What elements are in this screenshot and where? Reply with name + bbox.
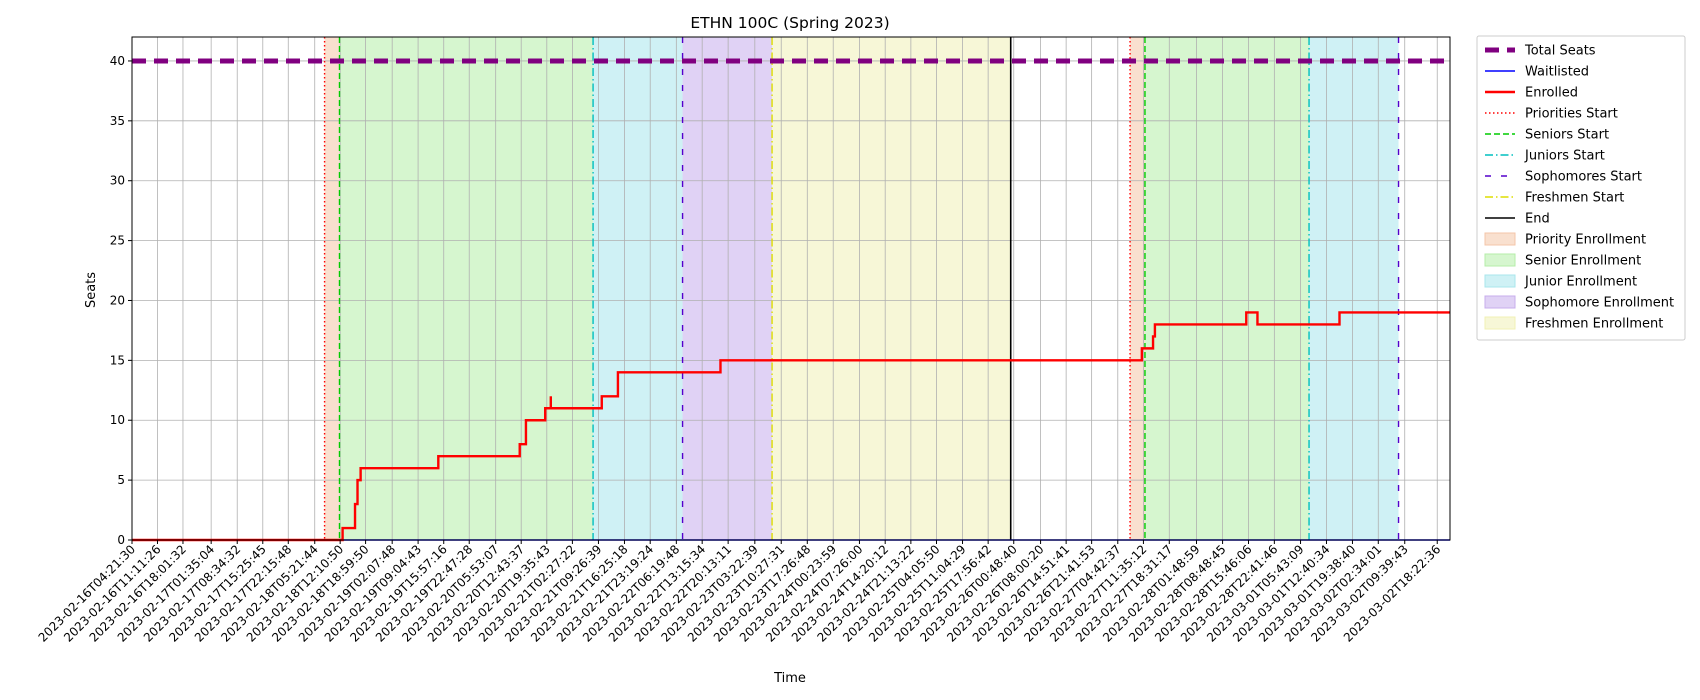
legend-box <box>1476 35 1686 341</box>
legend-swatch <box>1484 274 1516 288</box>
legend-swatch <box>1484 232 1516 246</box>
y-tick-label: 30 <box>110 174 125 188</box>
legend-label: Sophomore Enrollment <box>1525 296 1674 311</box>
y-tick-label: 35 <box>110 114 125 128</box>
legend-label: Enrolled <box>1525 86 1578 101</box>
legend-swatch <box>1484 316 1516 330</box>
legend-label: Priorities Start <box>1525 107 1618 122</box>
phase-junior-enrollment <box>593 37 683 540</box>
y-tick-label: 20 <box>110 293 125 307</box>
legend-label: Freshmen Enrollment <box>1525 317 1663 332</box>
legend-label: Waitlisted <box>1525 65 1589 80</box>
legend-label: Total Seats <box>1524 44 1596 59</box>
y-axis-title: Seats <box>84 272 99 308</box>
legend-label: Junior Enrollment <box>1524 275 1637 290</box>
y-tick-label: 0 <box>117 533 125 547</box>
y-tick-label: 15 <box>110 353 125 367</box>
phase-senior-enrollment <box>339 37 594 540</box>
series-enrolled <box>132 311 1450 542</box>
x-axis-title: Time <box>773 671 806 686</box>
y-tick-label: 10 <box>110 413 125 427</box>
legend-label: End <box>1525 212 1550 227</box>
legend-swatch <box>1484 295 1516 309</box>
legend-label: Senior Enrollment <box>1525 254 1641 269</box>
plot-frame <box>131 36 1451 541</box>
legend-label: Freshmen Start <box>1525 191 1624 206</box>
legend-label: Priority Enrollment <box>1525 233 1646 248</box>
y-tick-label: 25 <box>110 234 125 248</box>
plot-area: 05101520253035402023-02-16T04:21:302023-… <box>36 36 1451 645</box>
phase-junior-enrollment <box>1309 37 1399 540</box>
legend-label: Juniors Start <box>1524 149 1605 164</box>
legend: Total Seats Waitlisted Enrolled Priorities … <box>1476 35 1686 341</box>
legend-label: Sophomores Start <box>1525 170 1642 185</box>
phase-freshmen-enrollment <box>772 37 1011 540</box>
legend-swatch <box>1484 253 1516 267</box>
y-tick-label: 5 <box>117 473 125 487</box>
chart-title: ETHN 100C (Spring 2023) <box>690 14 889 32</box>
legend-label: Seniors Start <box>1525 128 1609 143</box>
y-tick-label: 40 <box>110 54 125 68</box>
phase-priority-enrollment <box>324 37 340 540</box>
phase-sophomore-enrollment <box>682 37 773 540</box>
phase-priority-enrollment <box>1130 37 1145 540</box>
